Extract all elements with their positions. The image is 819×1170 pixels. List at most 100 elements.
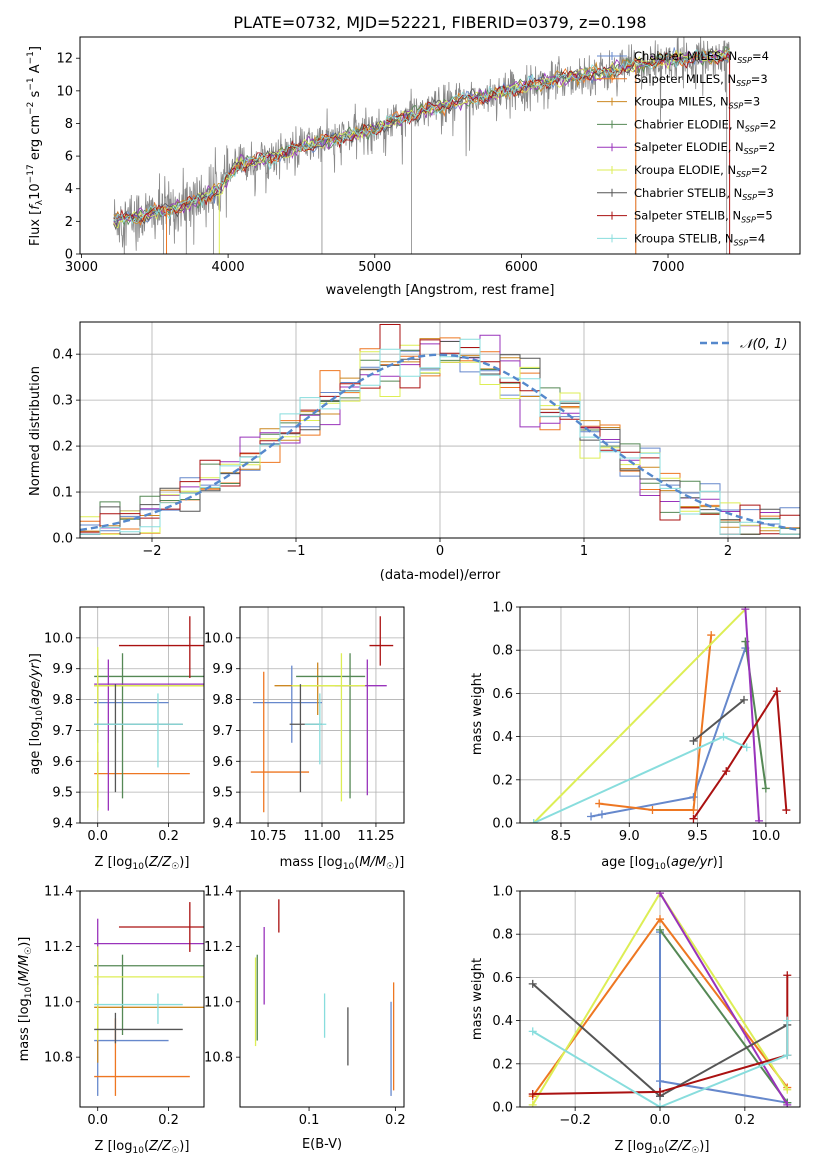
weight-series-line [532,608,747,823]
y-tick-label: 11.4 [204,885,233,900]
figure-title: PLATE=0732, MJD=52221, FIBERID=0379, z=0… [233,13,646,32]
weight-series [656,891,792,1107]
agem-xlabel-text: mass [log10(M/M☉)] [280,855,405,872]
error-bar-point [94,653,204,799]
error-bar-point [94,659,204,719]
legend-label: Chabrier MILES, NSSP=4 [634,49,769,65]
residuals-ylabel: Normed distribution [28,366,43,496]
y-tick-label: 11.2 [204,940,233,955]
y-tick-label: 4 [65,182,73,197]
y-tick-label: 0.2 [492,1057,513,1072]
error-bar-point [252,665,322,743]
mass-vs-metallicity-panel: 0.0 0.2 10.8 11.0 11.2 11.4 [44,885,205,1128]
x-tick-label: 10.0 [751,829,780,844]
weight-z-ylabel: mass weight [470,958,485,1040]
weight-point-marker [656,1077,664,1086]
y-tick-label: 9.5 [52,786,73,801]
weight-point-marker [689,736,698,745]
weight-point-marker [587,812,596,821]
y-tick-label: 11.0 [44,995,73,1010]
weight-point-marker [783,1085,792,1094]
x-tick-label: −0.2 [559,1113,591,1128]
x-tick-label: 0.1 [299,1113,320,1128]
y-tick-label: 11.0 [204,995,233,1010]
weight-point-marker [528,1090,537,1099]
weight-point-marker [782,806,791,815]
x-tick-label: 5000 [358,260,391,275]
weight-point-marker [656,1087,664,1096]
agez-ylabel-text: age [log10(age/yr)] [28,653,45,775]
weight-series [528,915,792,1101]
x-tick-label: 9.5 [687,829,708,844]
legend-label: Salpeter MILES, NSSP=3 [634,72,768,88]
x-tick-label: 0.2 [385,1113,406,1128]
weight-vs-age-panel: age [log10(age/yr)] mass weight 8.5 9.0 9.… [470,601,801,872]
x-tick-label: 11.25 [357,829,394,844]
weight-point-marker [719,732,728,741]
axes-frame [519,890,801,1108]
x-tick-label: 4000 [212,260,245,275]
residuals-panel: (data-model)/error Normed distribution −… [28,321,801,583]
y-tick-label: 0.6 [492,687,513,702]
weight-point-marker [783,971,792,980]
x-tick-label: 0.2 [735,1113,756,1128]
weight-series [689,687,791,823]
weight-series-line [599,634,713,811]
grid-lines [80,607,204,824]
weight-point-marker [689,806,698,815]
error-bar-point [94,946,204,1041]
weight-series [528,1016,792,1107]
x-tick-label: −2 [142,544,161,559]
error-bar-point [94,918,204,986]
y-tick-label: 9.9 [212,662,233,677]
y-tick-label: 0.4 [52,348,73,363]
y-tick-label: 1.0 [492,885,513,900]
weight-series-line [692,699,745,742]
weight-series-line [692,688,788,820]
axes-frame [239,606,405,824]
weight-point-marker [755,816,764,823]
weight-point-marker [741,607,750,614]
y-tick-label: 9.8 [52,693,73,708]
age-vs-metallicity-panel: 0.0 0.2 9.4 9.5 9.6 9.7 9.8 9.9 10.0 [44,606,205,844]
y-tick-label: 0.3 [52,394,73,409]
error-bar-point [296,653,366,799]
weight-point-marker [528,979,537,988]
y-tick-label: 10.0 [44,631,73,646]
axes-frame [239,890,405,1108]
reference-legend-label: 𝒩(0, 1) [740,337,787,352]
weight-point-marker [772,687,781,696]
x-tick-label: 8.5 [551,829,572,844]
y-tick-label: 9.7 [212,724,233,739]
weight-series-line [744,609,760,821]
y-tick-label: 12 [56,52,73,67]
y-tick-label: 0.8 [492,644,513,659]
legend-label: Kroupa MILES, NSSP=3 [634,95,760,111]
weight-point-marker [648,806,657,815]
x-tick-label: 1 [580,544,588,559]
spectrum-ylabel-text: Flux [fλ10−17 erg cm−2 s−1 A−1] [26,46,45,246]
x-tick-label: 0 [436,544,444,559]
weight-point-marker [656,925,664,934]
y-tick-label: 2 [65,215,73,230]
weight-z-xlabel-text: Z [log10(Z/Z☉)] [615,1139,710,1156]
weight-point-marker [656,891,664,898]
error-bar-point [291,653,366,802]
legend: Chabrier MILES, NSSP=4 Salpeter MILES, NS… [597,49,776,247]
x-tick-label: 10.75 [249,829,286,844]
y-tick-label: 10.8 [204,1051,233,1066]
weight-series [529,732,751,823]
weight-series [689,695,748,745]
weight-age-xlabel-text: age [log10(age/yr)] [601,855,723,872]
model-fit-line [113,47,730,231]
agez-xlabel-text: Z [log10(Z/Z☉)] [95,855,190,872]
massz-ylabel-text: mass [log10(M/M☉)] [17,937,34,1062]
error-bar-point [94,684,183,793]
y-tick-label: 11.4 [44,885,73,900]
y-tick-label: 9.4 [52,817,73,832]
weight-point-marker [595,799,604,808]
x-tick-label: 0.0 [87,1113,108,1128]
model-fit-line [113,51,730,222]
error-bar-point [250,671,310,813]
weight-point-marker [783,1100,792,1107]
